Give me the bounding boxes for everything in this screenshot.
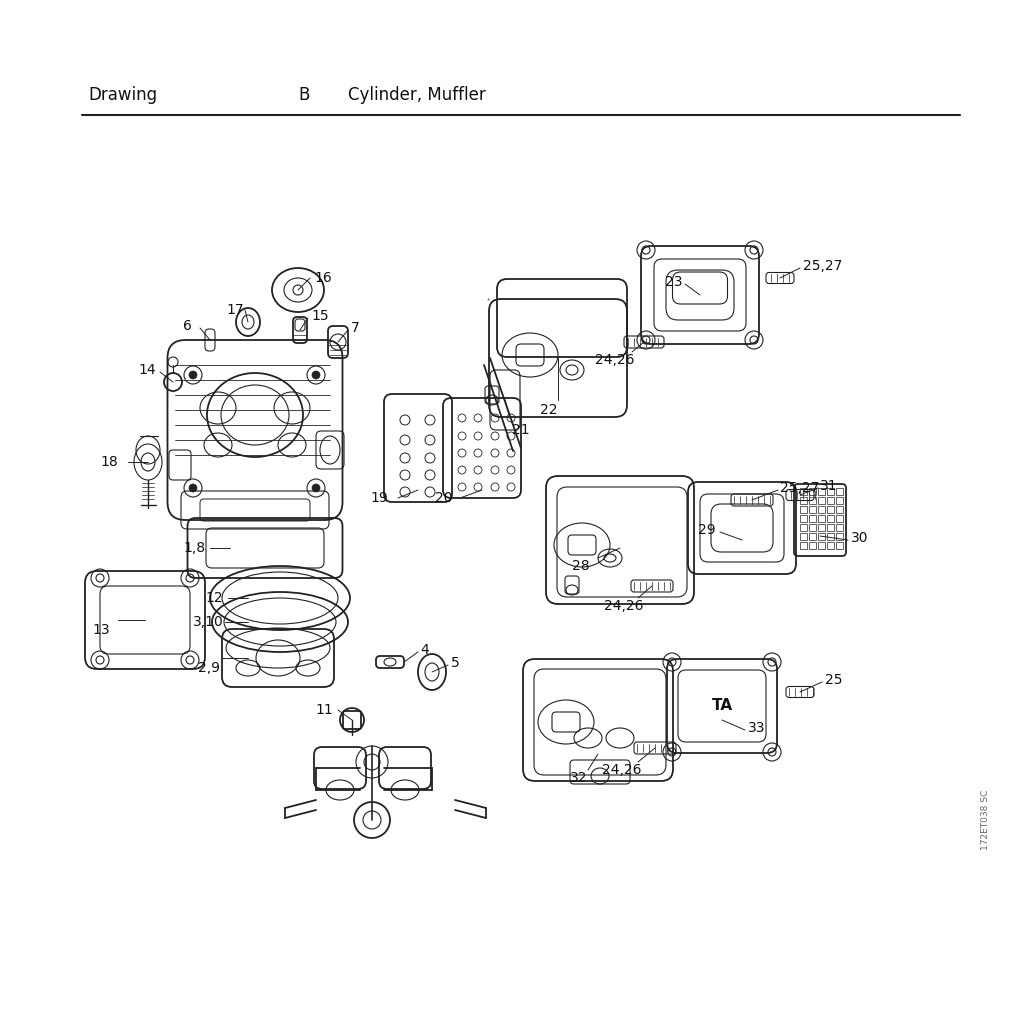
Bar [818,542,825,549]
Text: TA: TA [712,698,732,714]
Bar [800,534,807,540]
Bar [827,542,834,549]
Bar [827,497,834,504]
Text: 28: 28 [572,559,590,573]
Text: 17: 17 [226,303,244,317]
Bar [800,506,807,513]
Bar [800,524,807,531]
Text: 7: 7 [351,321,359,335]
Text: 13: 13 [92,623,110,637]
Bar [836,542,843,549]
Text: 24,26: 24,26 [602,763,641,777]
Text: 15: 15 [311,309,329,323]
Text: Cylinder, Muffler: Cylinder, Muffler [348,86,485,104]
Text: 29: 29 [698,523,716,537]
Text: 20: 20 [435,490,453,505]
Bar [836,515,843,522]
Bar [818,488,825,495]
Bar [800,488,807,495]
Text: 19: 19 [370,490,388,505]
Text: 14: 14 [138,362,156,377]
Text: 12: 12 [205,591,222,605]
Bar [809,488,816,495]
Ellipse shape [312,371,319,379]
Bar [827,506,834,513]
Ellipse shape [189,371,197,379]
Bar [827,534,834,540]
Bar [800,542,807,549]
Text: 21: 21 [512,423,529,437]
Text: 25,27: 25,27 [780,481,819,495]
Bar [818,515,825,522]
Bar [836,488,843,495]
Text: 33: 33 [748,721,766,735]
Text: 3,10: 3,10 [193,615,224,629]
Text: 24,26: 24,26 [604,599,643,613]
Bar [809,534,816,540]
Bar [818,506,825,513]
Text: 2,9: 2,9 [198,662,220,675]
Text: B: B [298,86,309,104]
Text: 32: 32 [570,771,588,785]
Text: 24,26: 24,26 [595,353,635,367]
Bar [827,488,834,495]
Bar [827,524,834,531]
Text: 6: 6 [183,319,191,333]
Text: 30: 30 [851,531,868,545]
Bar [809,542,816,549]
Text: 16: 16 [314,271,332,285]
Bar [818,534,825,540]
Bar [800,497,807,504]
Text: 5: 5 [451,656,460,670]
Text: 23: 23 [665,275,683,289]
Text: 4: 4 [420,643,429,657]
Text: 22: 22 [540,403,557,417]
Bar [809,497,816,504]
Text: Drawing: Drawing [88,86,157,104]
Ellipse shape [312,484,319,492]
Bar [836,506,843,513]
Bar [836,497,843,504]
Text: 172ET038 SC: 172ET038 SC [981,790,989,850]
Bar [809,524,816,531]
Bar [836,524,843,531]
Text: 1,8: 1,8 [183,541,205,555]
Text: 18: 18 [100,455,118,469]
Bar [818,524,825,531]
Bar [809,515,816,522]
Bar [800,515,807,522]
Text: 11: 11 [315,703,333,717]
Text: 25,27: 25,27 [803,259,843,273]
Bar [809,506,816,513]
Bar [827,515,834,522]
Bar [836,534,843,540]
Ellipse shape [189,484,197,492]
Text: 31: 31 [820,479,838,493]
Text: 25: 25 [825,673,843,687]
Bar [818,497,825,504]
